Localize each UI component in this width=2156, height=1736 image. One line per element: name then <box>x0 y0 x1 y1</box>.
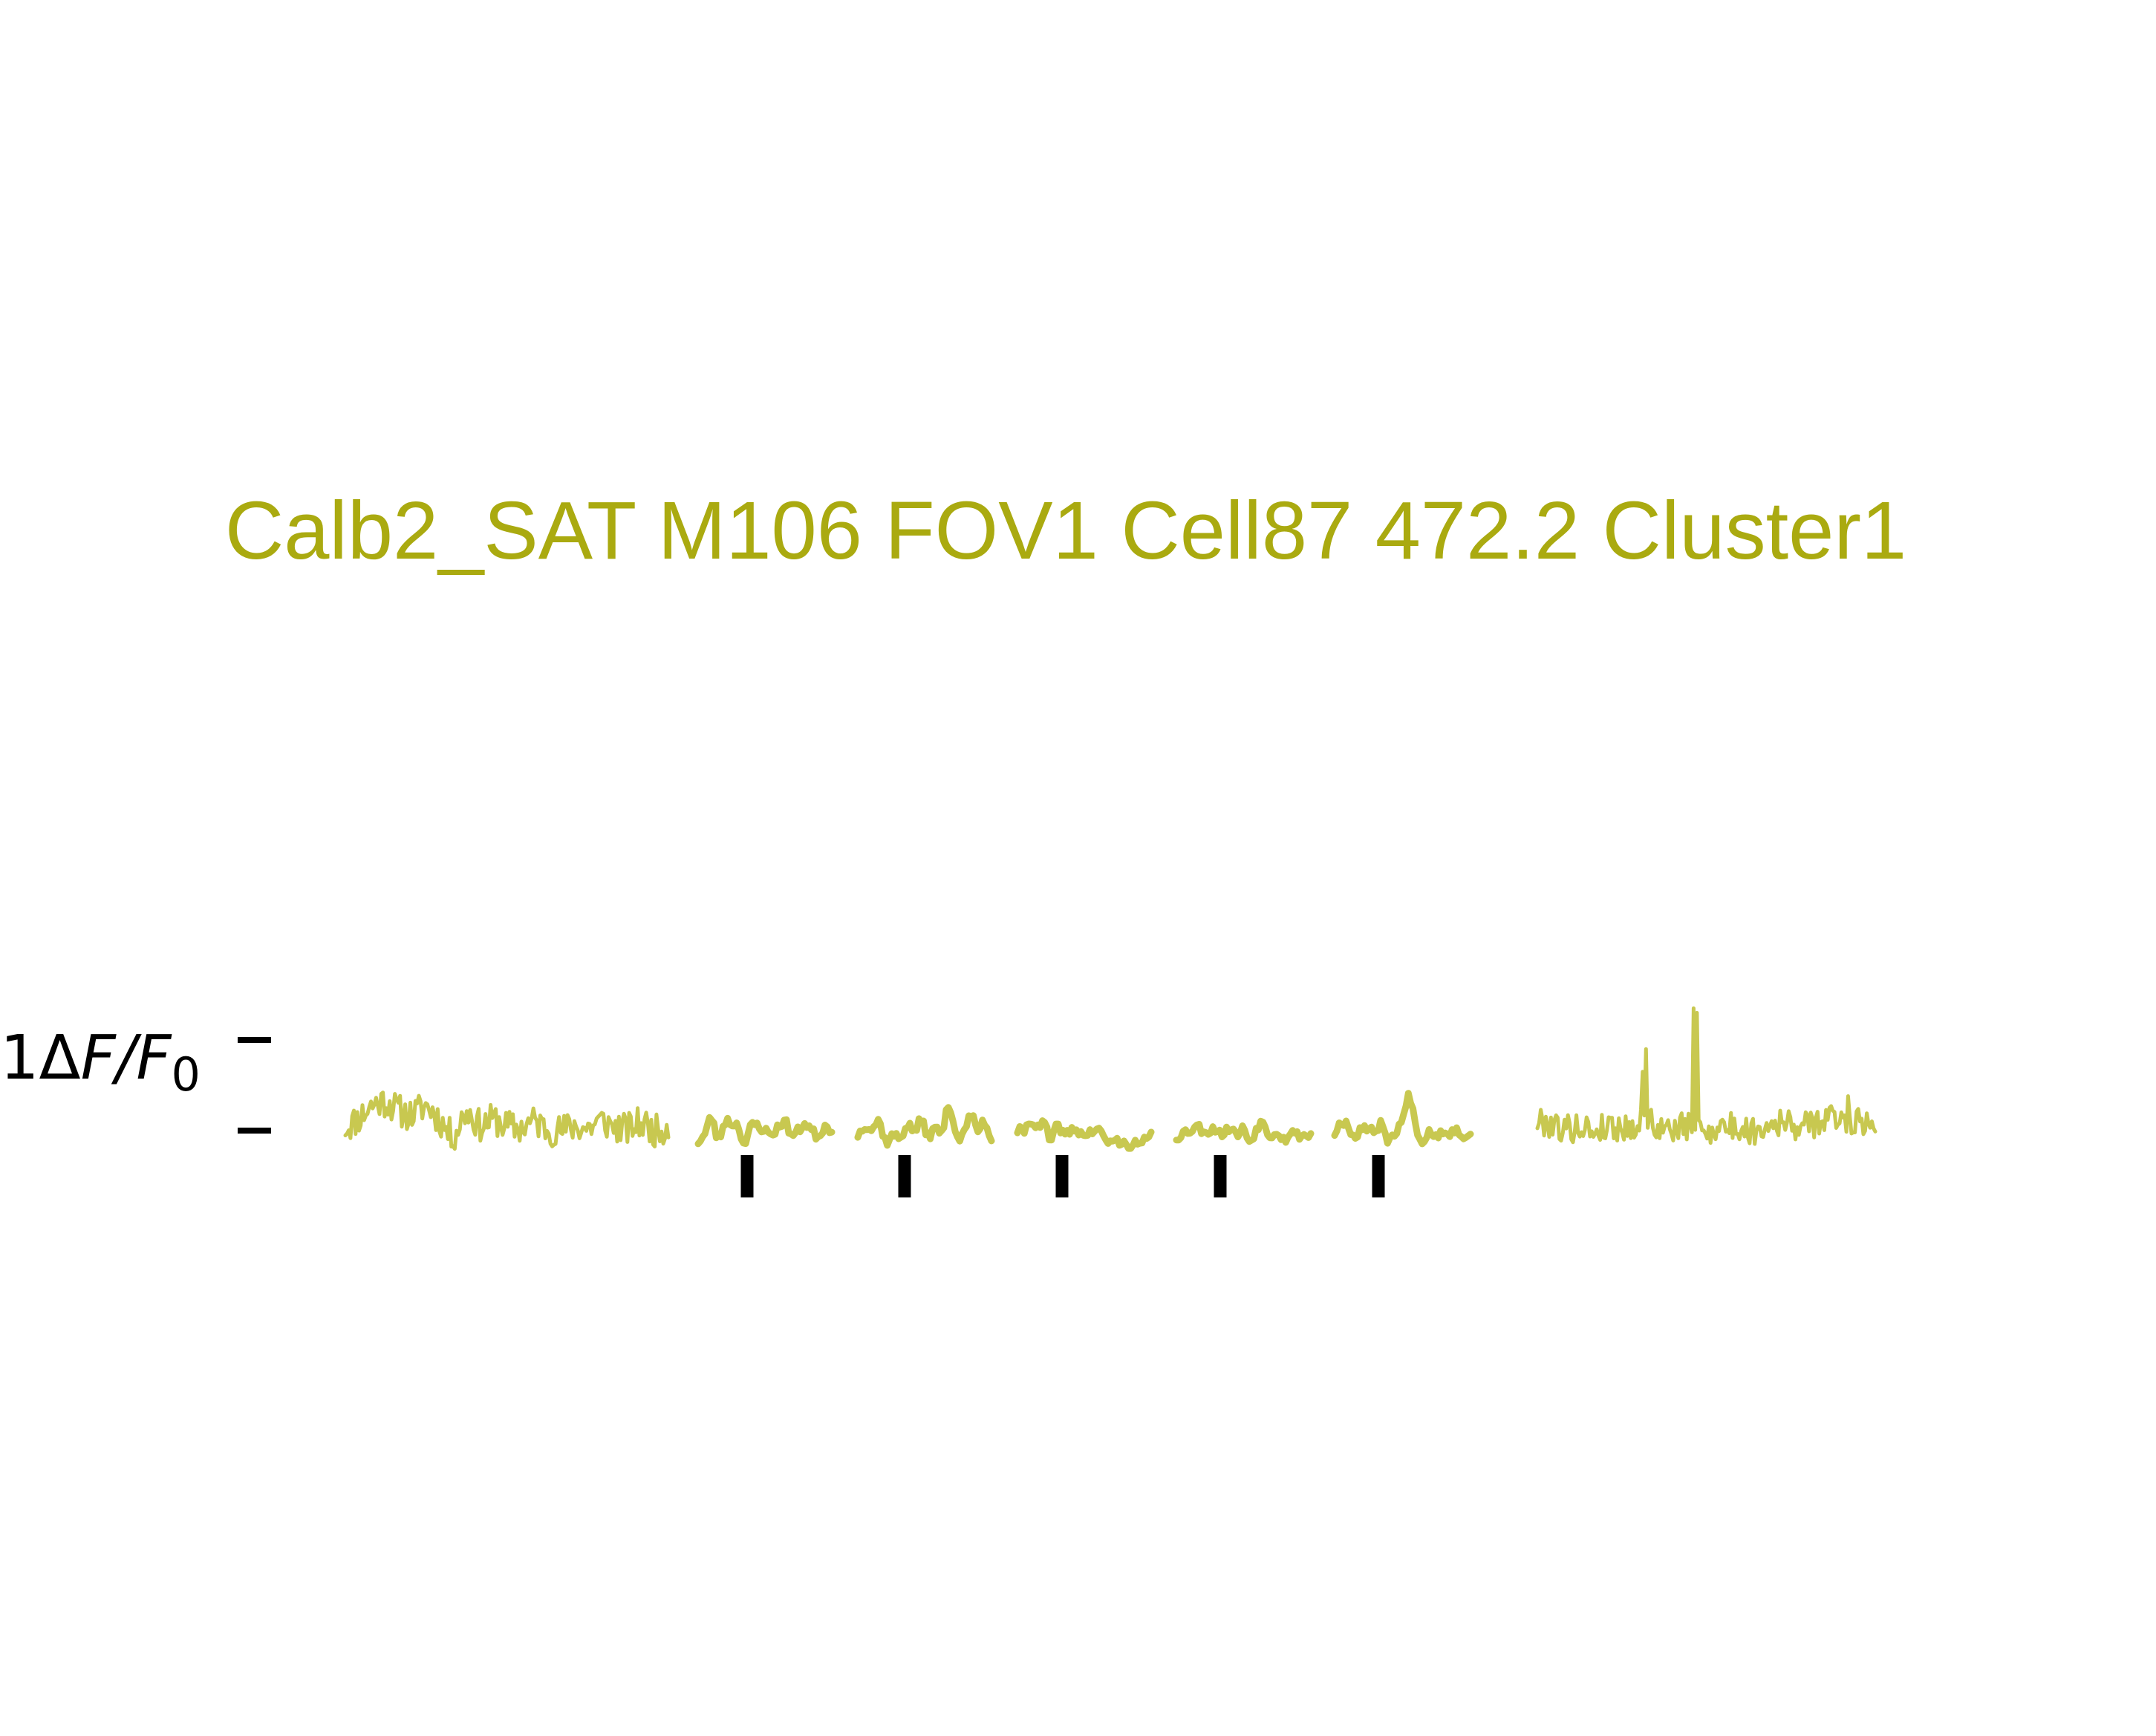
stimulus-marker-5 <box>1372 1155 1385 1197</box>
y-axis-label-delta: Δ <box>39 1023 80 1093</box>
stimulus-marker-1 <box>740 1155 754 1197</box>
stimulus-marker-3 <box>1055 1155 1069 1197</box>
trace-segment-1 <box>343 1090 671 1151</box>
trace-segment-2 <box>694 1114 836 1148</box>
trace-segment-7 <box>1535 1006 1877 1146</box>
y-axis-label-lead: 1 <box>0 1023 39 1093</box>
y-axis-label: 1ΔF/F0 <box>0 1023 201 1102</box>
y-axis-label-f: F <box>81 1023 117 1093</box>
scale-bar <box>238 1037 271 1134</box>
y-axis-label-subscript: 0 <box>172 1047 201 1102</box>
trace-segment-6 <box>1331 1090 1474 1148</box>
trace-segment-4 <box>1014 1117 1155 1152</box>
stimulus-marker-2 <box>898 1155 911 1197</box>
y-axis-label-f0: F <box>136 1023 172 1093</box>
trace-segment-3 <box>854 1104 995 1149</box>
stimulus-marker-4 <box>1214 1155 1227 1197</box>
stimulus-markers <box>740 1155 1385 1197</box>
trace-segment-5 <box>1173 1117 1315 1146</box>
trace-segments <box>343 1006 1877 1152</box>
chart-title: Calb2_SAT M106 FOV1 Cell87 472.2 Cluster… <box>225 485 1906 576</box>
